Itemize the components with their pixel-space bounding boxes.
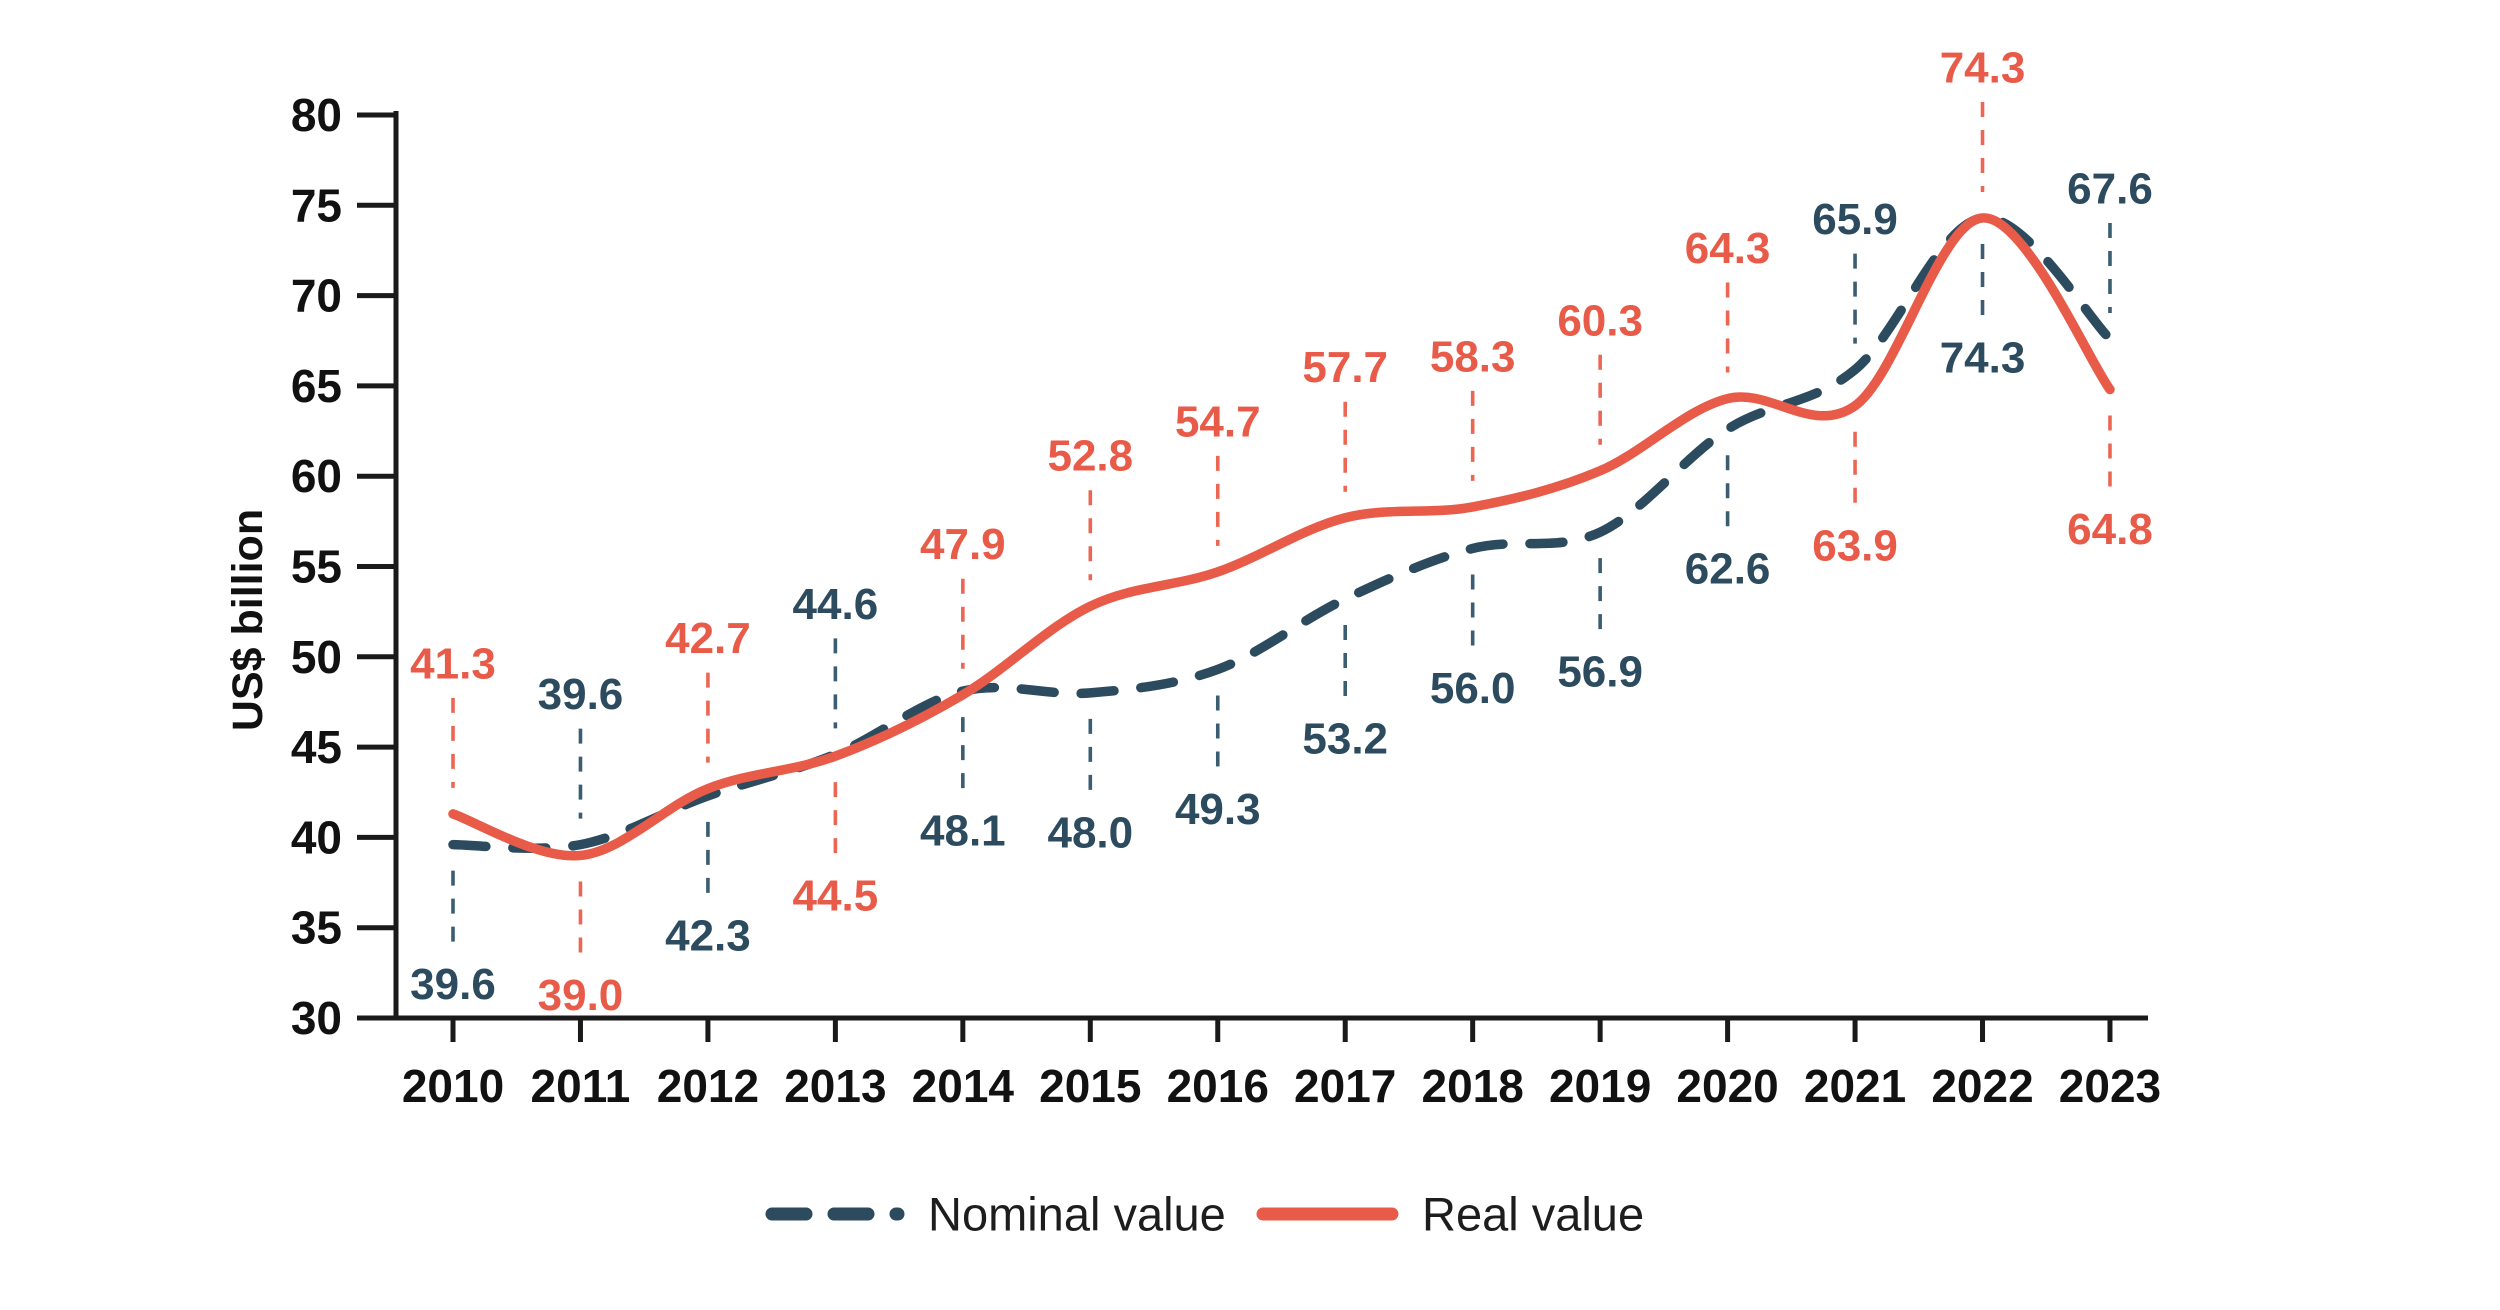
x-tick-label-2018: 2018 xyxy=(1422,1060,1524,1112)
x-tick-label-2016: 2016 xyxy=(1167,1060,1269,1112)
x-tick-label-2010: 2010 xyxy=(402,1060,504,1112)
legend-nominal-label: Nominal value xyxy=(928,1188,1226,1241)
data-label-nominal-2016: 49.3 xyxy=(1175,785,1261,834)
y-tick-label-55: 55 xyxy=(291,541,342,593)
data-label-real-2021: 63.9 xyxy=(1812,521,1898,570)
data-label-real-2022: 74.3 xyxy=(1940,43,2026,92)
legend: Nominal value Real value xyxy=(765,1188,1644,1241)
data-label-nominal-2011: 39.6 xyxy=(538,670,624,719)
data-labels: 39.6 41.3 39.6 39.0 42.3 42.7 44.6 44.5 48.1 47.9… xyxy=(410,43,2153,1020)
y-axis-title: US$ billion xyxy=(224,509,272,731)
data-label-nominal-2013: 44.6 xyxy=(793,580,879,629)
x-tick-label-2013: 2013 xyxy=(784,1060,886,1112)
data-label-real-2017: 57.7 xyxy=(1302,343,1388,392)
y-tick-label-60: 60 xyxy=(291,450,342,502)
data-label-nominal-2023: 67.6 xyxy=(2067,164,2153,213)
y-tick-label-70: 70 xyxy=(291,270,342,322)
data-label-nominal-2012: 42.3 xyxy=(665,911,751,960)
data-label-nominal-2014: 48.1 xyxy=(920,807,1006,856)
x-tick-label-2020: 2020 xyxy=(1676,1060,1778,1112)
data-label-nominal-2022: 74.3 xyxy=(1940,333,2026,382)
data-label-real-2020: 64.3 xyxy=(1685,224,1771,273)
x-tick-label-2019: 2019 xyxy=(1549,1060,1651,1112)
x-tick-label-2012: 2012 xyxy=(657,1060,759,1112)
x-tick-label-2023: 2023 xyxy=(2059,1060,2161,1112)
y-tick-label-75: 75 xyxy=(291,179,342,231)
series-curves xyxy=(448,213,2115,861)
data-label-real-2023: 64.8 xyxy=(2067,505,2153,554)
data-label-real-2012: 42.7 xyxy=(665,614,751,663)
data-label-nominal-2010: 39.6 xyxy=(410,960,496,1009)
data-label-nominal-2018: 56.0 xyxy=(1430,664,1516,713)
y-tick-label-65: 65 xyxy=(291,360,342,412)
axes: 30 35 40 45 50 55 60 65 70 75 80 2010 2011 2012 2013 20… xyxy=(291,89,2161,1112)
x-tick-label-2014: 2014 xyxy=(912,1060,1015,1112)
y-tick-label-45: 45 xyxy=(291,721,342,773)
data-label-real-2019: 60.3 xyxy=(1557,296,1643,345)
data-label-real-2015: 52.8 xyxy=(1047,432,1133,481)
data-label-nominal-2015: 48.0 xyxy=(1047,808,1133,857)
x-tick-label-2015: 2015 xyxy=(1039,1060,1141,1112)
series-line-nominal xyxy=(448,213,2115,853)
data-label-real-2014: 47.9 xyxy=(920,520,1006,569)
data-label-real-2013: 44.5 xyxy=(793,872,879,921)
data-label-nominal-2019: 56.9 xyxy=(1557,648,1643,697)
data-label-real-2010: 41.3 xyxy=(410,639,496,688)
x-tick-label-2011: 2011 xyxy=(531,1060,631,1112)
y-tick-label-35: 35 xyxy=(291,902,342,954)
y-tick-label-50: 50 xyxy=(291,631,342,683)
x-tick-label-2017: 2017 xyxy=(1294,1060,1396,1112)
y-tick-label-30: 30 xyxy=(291,992,342,1044)
x-tick-label-2022: 2022 xyxy=(1931,1060,2033,1112)
data-label-nominal-2021: 65.9 xyxy=(1812,195,1898,244)
data-label-real-2018: 58.3 xyxy=(1430,332,1516,381)
x-tick-label-2021: 2021 xyxy=(1804,1060,1906,1112)
y-tick-label-80: 80 xyxy=(291,89,342,141)
data-label-nominal-2020: 62.6 xyxy=(1685,545,1771,594)
data-label-real-2016: 54.7 xyxy=(1175,397,1261,446)
data-label-real-2011: 39.0 xyxy=(538,971,624,1020)
series-line-real xyxy=(448,213,2115,861)
data-label-nominal-2017: 53.2 xyxy=(1302,715,1388,764)
y-tick-label-40: 40 xyxy=(291,811,342,863)
legend-real-label: Real value xyxy=(1422,1188,1644,1241)
